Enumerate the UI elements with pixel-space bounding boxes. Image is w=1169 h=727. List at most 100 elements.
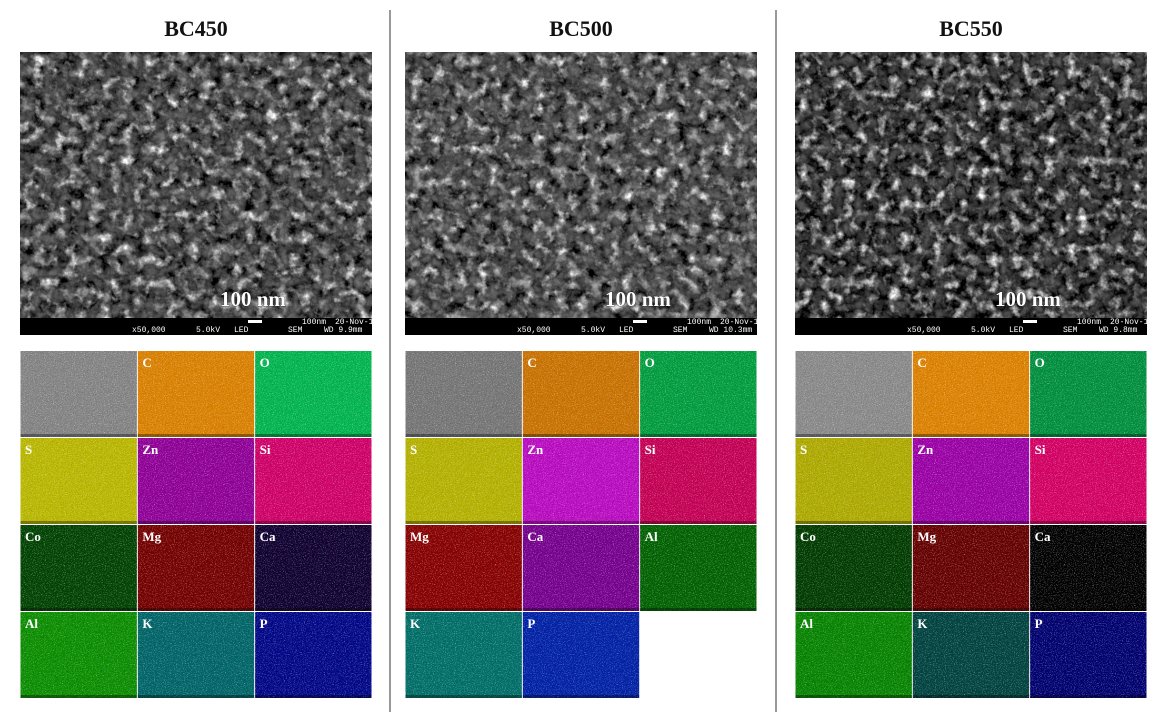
sem-info: 100nm (1077, 318, 1101, 327)
panel-title: BC550 (939, 16, 1003, 41)
scale-label: 100 nm (995, 287, 1061, 311)
element-map (405, 525, 522, 611)
sem-info: WD 10.3mm (709, 326, 752, 335)
element-label: O (645, 355, 655, 370)
sem-info: 100nm (302, 318, 326, 327)
map-info-strip (522, 521, 640, 524)
element-map (255, 612, 372, 698)
element-label: Si (645, 442, 656, 457)
map-info-strip (20, 434, 137, 437)
map-info-strip (795, 695, 912, 698)
element-label: Ca (527, 529, 543, 544)
sem-info-bar (405, 318, 757, 335)
panel-title: BC500 (549, 16, 613, 41)
element-label: K (142, 616, 153, 631)
sem-info: x50,000 (907, 326, 941, 335)
map-info-strip (640, 434, 757, 437)
map-info-strip (137, 434, 255, 437)
map-info-strip (20, 608, 137, 611)
element-map (522, 525, 640, 611)
map-info-strip (522, 695, 640, 698)
element-label: K (917, 616, 928, 631)
element-map (795, 525, 912, 611)
sem-image (795, 52, 1147, 318)
map-info-strip (137, 695, 255, 698)
map-info-strip (255, 608, 372, 611)
element-label: Zn (917, 442, 934, 457)
eds-image (20, 351, 137, 437)
element-map (255, 438, 372, 524)
element-map (640, 438, 757, 524)
element-map (912, 351, 1030, 437)
map-info-strip (137, 521, 255, 524)
element-map (795, 438, 912, 524)
map-info-strip (1030, 608, 1147, 611)
element-label: Al (800, 616, 813, 631)
element-map (255, 351, 372, 437)
element-label: K (410, 616, 421, 631)
map-info-strip (640, 608, 757, 611)
element-map (912, 525, 1030, 611)
scale-bar (1023, 320, 1037, 323)
element-map (405, 438, 522, 524)
map-info-strip (255, 521, 372, 524)
sem-image (405, 52, 757, 318)
map-info-strip (20, 695, 137, 698)
element-label: C (917, 355, 926, 370)
element-label: S (410, 442, 417, 457)
sem-info: 20-Nov-19 (720, 318, 763, 327)
sem-info: SEM (288, 326, 303, 335)
element-map (1030, 525, 1147, 611)
element-map (255, 525, 372, 611)
eds-image (795, 351, 912, 437)
element-label: S (25, 442, 32, 457)
element-label: Co (25, 529, 41, 544)
element-label: C (527, 355, 536, 370)
element-map (137, 351, 255, 437)
map-info-strip (912, 434, 1030, 437)
element-map (137, 612, 255, 698)
eds-image (405, 351, 522, 437)
sem-image (20, 52, 372, 318)
element-label: P (260, 616, 268, 631)
map-info-strip (912, 521, 1030, 524)
element-map (1030, 612, 1147, 698)
element-map (20, 525, 137, 611)
element-label: Al (645, 529, 658, 544)
sem-info: WD 9.8mm (1099, 326, 1138, 335)
element-map (20, 438, 137, 524)
element-map (137, 525, 255, 611)
element-label: Zn (142, 442, 159, 457)
element-map (522, 351, 640, 437)
element-map (20, 612, 137, 698)
map-info-strip (405, 434, 522, 437)
map-info-strip (405, 695, 522, 698)
scale-label: 100 nm (605, 287, 671, 311)
map-info-strip (522, 434, 640, 437)
sem-info: SEM (673, 326, 688, 335)
map-info-strip (912, 608, 1030, 611)
sem-info: x50,000 (517, 326, 551, 335)
map-info-strip (137, 608, 255, 611)
element-map (912, 612, 1030, 698)
sem-info: WD 9.9mm (324, 326, 363, 335)
element-label: P (1035, 616, 1043, 631)
element-label: Mg (410, 529, 429, 544)
sem-info: 20-Nov-19 (1110, 318, 1153, 327)
element-map (1030, 351, 1147, 437)
element-map (912, 438, 1030, 524)
map-info-strip (405, 608, 522, 611)
element-label: Zn (527, 442, 544, 457)
sem-info: 5.0kV (581, 326, 605, 335)
element-label: Mg (142, 529, 161, 544)
sem-info: 5.0kV (196, 326, 220, 335)
sem-info: x50,000 (132, 326, 166, 335)
map-info-strip (795, 434, 912, 437)
sem-info-bar (795, 318, 1147, 335)
element-map (522, 438, 640, 524)
element-map (137, 438, 255, 524)
sem-info: LED (1009, 326, 1024, 335)
sem-info: 20-Nov-19 (335, 318, 378, 327)
sem-info: LED (619, 326, 634, 335)
